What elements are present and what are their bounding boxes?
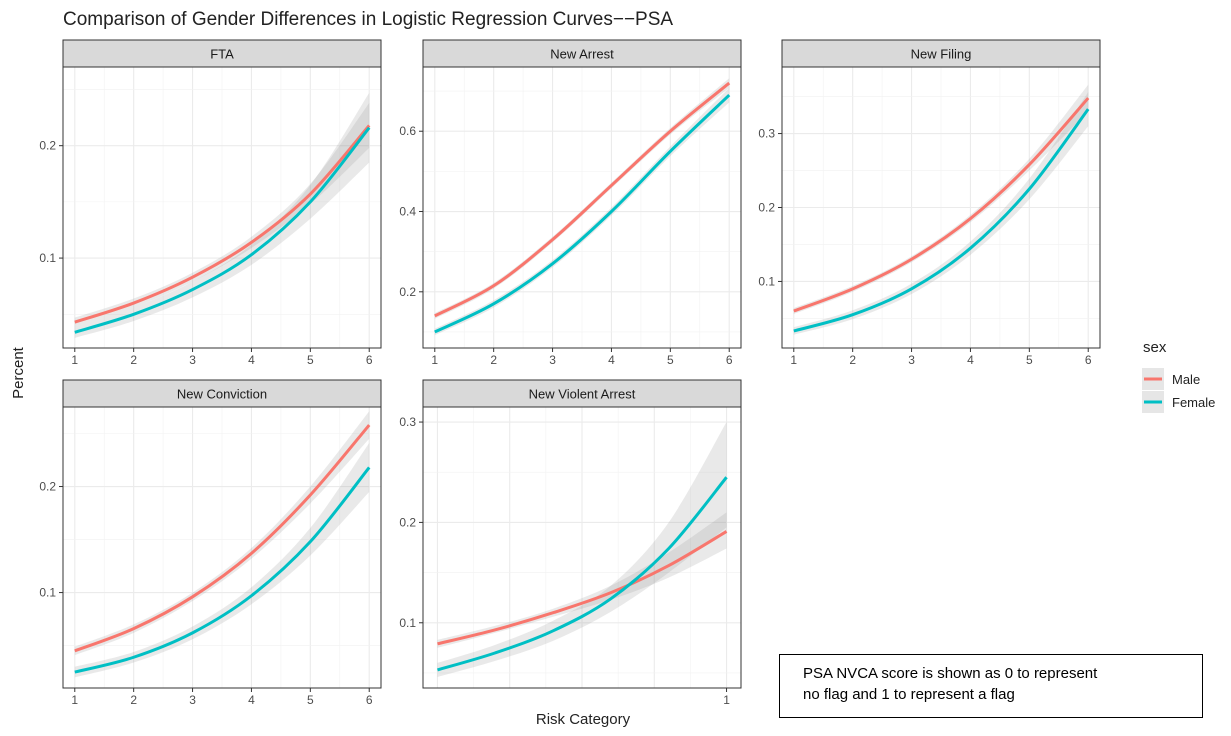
x-tick-label-new-filing: 4 — [967, 353, 974, 367]
panel-new-conviction: New Conviction 0.1 0.2 1 2 3 4 5 6 — [39, 379, 382, 707]
x-tick-label-new-filing: 3 — [908, 353, 915, 367]
x-axis-title: Risk Category — [536, 711, 631, 728]
y-tick-label-new-filing: 0.2 — [758, 201, 775, 215]
lines-new-conviction — [74, 424, 371, 674]
strip-label-new-violent-arrest: New Violent Arrest — [529, 387, 636, 402]
x-tick-label-fta: 5 — [307, 353, 314, 367]
legend-entry-female: Female — [1142, 391, 1215, 413]
panel-border-new-arrest — [422, 66, 742, 349]
y-tick-label-new-arrest: 0.2 — [399, 285, 416, 299]
x-tick-label-new-conviction: 2 — [130, 693, 137, 707]
x-tick-label-new-arrest: 5 — [667, 353, 674, 367]
line-male-new-violent-arrest — [437, 530, 728, 646]
x-tick-label-new-arrest: 3 — [549, 353, 556, 367]
chart-title: Comparison of Gender Differences in Logi… — [63, 9, 673, 30]
panel-new-arrest: New Arrest 0.2 0.4 0.6 1 2 3 4 5 6 — [399, 39, 742, 367]
grid-new-conviction — [63, 407, 381, 688]
y-tick-label-new-conviction: 0.1 — [39, 586, 56, 600]
legend-entries: Male Female — [1142, 368, 1215, 413]
line-male-new-arrest — [434, 81, 731, 318]
grid-new-arrest — [423, 67, 741, 348]
line-female-new-violent-arrest — [437, 476, 728, 672]
x-tick-label-fta: 3 — [189, 353, 196, 367]
x-tick-label-new-conviction: 4 — [248, 693, 255, 707]
y-tick-label-fta: 0.2 — [39, 139, 56, 153]
x-tick-label-fta: 4 — [248, 353, 255, 367]
y-tick-label-new-arrest: 0.6 — [399, 124, 416, 138]
line-female-new-filing — [793, 108, 1090, 333]
legend-label-male: Male — [1172, 372, 1200, 387]
y-tick-label-new-violent-arrest: 0.3 — [399, 415, 416, 429]
note-line-2: no flag and 1 to represent a flag — [803, 686, 1015, 703]
panel-new-filing: New Filing 0.1 0.2 0.3 1 2 3 4 5 6 — [758, 39, 1101, 367]
x-tick-label-new-filing: 1 — [790, 353, 797, 367]
y-tick-label-new-violent-arrest: 0.2 — [399, 515, 416, 529]
grid-new-violent-arrest — [423, 407, 741, 688]
grid-new-filing — [782, 67, 1100, 348]
strip-label-fta: FTA — [210, 47, 234, 62]
y-axis-title: Percent — [10, 346, 27, 399]
note-line-1: PSA NVCA score is shown as 0 to represen… — [803, 665, 1098, 682]
y-tick-label-new-violent-arrest: 0.1 — [399, 616, 416, 630]
lines-fta — [74, 124, 371, 334]
x-tick-label-new-violent-arrest: 1 — [723, 693, 730, 707]
y-tick-label-new-arrest: 0.4 — [399, 205, 416, 219]
x-tick-label-new-filing: 2 — [849, 353, 856, 367]
legend-entry-male: Male — [1142, 368, 1200, 390]
y-tick-label-new-filing: 0.3 — [758, 127, 775, 141]
line-female-new-arrest — [434, 94, 731, 334]
annotation-note: PSA NVCA score is shown as 0 to represen… — [779, 654, 1203, 718]
x-tick-label-new-conviction: 6 — [366, 693, 373, 707]
panel-new-violent-arrest: New Violent Arrest 0.1 0.2 0.3 1 — [399, 379, 742, 707]
y-tick-label-fta: 0.1 — [39, 251, 56, 265]
x-tick-label-new-conviction: 3 — [189, 693, 196, 707]
strip-label-new-filing: New Filing — [911, 47, 972, 62]
panel-border-new-violent-arrest — [422, 406, 742, 689]
x-tick-label-new-filing: 6 — [1085, 353, 1092, 367]
strip-new-arrest — [422, 39, 742, 68]
x-tick-label-new-conviction: 5 — [307, 693, 314, 707]
x-tick-label-new-arrest: 6 — [726, 353, 733, 367]
ribbon-male-new-violent-arrest — [437, 512, 727, 648]
ribbons-fta — [74, 92, 370, 338]
strip-new-conviction — [62, 379, 382, 408]
panel-border-new-conviction — [62, 406, 382, 689]
panel-fta: FTA 0.1 0.2 1 2 3 4 5 6 — [39, 39, 382, 367]
facet-panels: FTA 0.1 0.2 1 2 3 4 5 6 New Arrest 0.2 0.4 0.6 1 2 3 4 5 6… — [39, 39, 1101, 707]
legend: sex Male Female — [1142, 339, 1215, 413]
x-tick-label-fta: 2 — [130, 353, 137, 367]
lines-new-arrest — [434, 81, 731, 334]
line-female-fta — [74, 126, 371, 334]
x-tick-label-new-arrest: 4 — [608, 353, 615, 367]
line-male-new-filing — [793, 97, 1090, 313]
legend-label-female: Female — [1172, 395, 1215, 410]
lines-new-violent-arrest — [437, 476, 728, 672]
panel-border-fta — [62, 66, 382, 349]
y-tick-label-new-filing: 0.1 — [758, 274, 775, 288]
strip-label-new-arrest: New Arrest — [550, 47, 614, 62]
x-tick-label-fta: 1 — [71, 353, 78, 367]
strip-new-violent-arrest — [422, 379, 742, 408]
legend-title: sex — [1143, 339, 1167, 356]
line-male-new-conviction — [74, 424, 371, 653]
x-tick-label-new-filing: 5 — [1026, 353, 1033, 367]
y-tick-label-new-conviction: 0.2 — [39, 480, 56, 494]
grid-fta — [63, 67, 381, 348]
strip-label-new-conviction: New Conviction — [177, 387, 267, 402]
line-male-fta — [74, 124, 371, 324]
ribbon-female-fta — [74, 92, 370, 338]
x-tick-label-new-arrest: 2 — [490, 353, 497, 367]
x-tick-label-new-conviction: 1 — [71, 693, 78, 707]
x-tick-label-new-arrest: 1 — [431, 353, 438, 367]
x-tick-label-fta: 6 — [366, 353, 373, 367]
line-female-new-conviction — [74, 466, 371, 674]
lines-new-filing — [793, 97, 1090, 333]
strip-fta — [62, 39, 382, 68]
